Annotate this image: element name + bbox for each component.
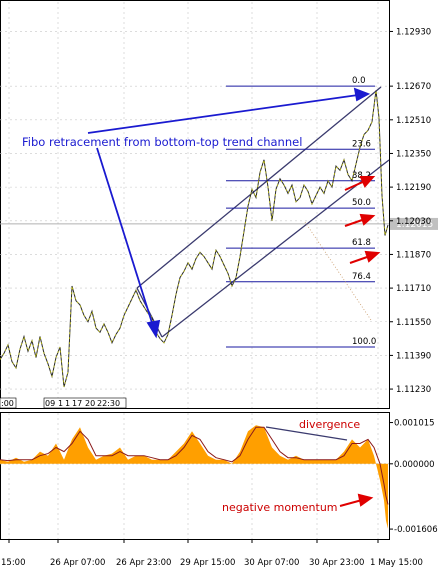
blue-arrow-top-head — [353, 87, 371, 102]
inner-time-label: 20 — [85, 399, 95, 408]
momentum-histogram — [0, 425, 388, 529]
red-arrow-4-line — [339, 499, 363, 507]
blue-arrow-top-line — [87, 94, 359, 134]
red-arrow-3-head — [364, 250, 381, 263]
blue-arrow-bottom-line — [96, 147, 154, 327]
time-tick-label: 1 May 15:00 — [370, 558, 423, 568]
momentum-tick-label: -0.001606 — [394, 525, 438, 535]
price-tick-label: 1.11870 — [396, 250, 431, 260]
price-series-highlight — [0, 90, 389, 388]
price-tick-label: 1.12670 — [396, 82, 431, 92]
fibo-level-label: 38.2 — [352, 171, 371, 181]
inner-time-label: 09 — [45, 399, 55, 408]
price-tick-label: 1.11710 — [396, 284, 431, 294]
price-tick-label: 1.12350 — [396, 149, 431, 159]
momentum-tick-label: 0.001015 — [394, 419, 435, 429]
inner-time-labels: 09 1 1 17 20 22:30 :00 — [0, 397, 127, 409]
price-tick-label: 1.12510 — [396, 116, 431, 126]
negative-momentum-annotation: negative momentum — [222, 501, 338, 514]
fibo-level-label: 61.8 — [352, 238, 371, 248]
divergence-line — [265, 426, 348, 441]
red-arrow-3-line — [349, 255, 371, 264]
time-tick-label: 26 Apr 07:00 — [50, 558, 105, 568]
fibo-level-label: 76.4 — [352, 272, 371, 282]
fibo-level-label: 100.0 — [352, 337, 376, 347]
time-tick-label: 30 Apr 23:00 — [309, 558, 364, 568]
annotation-arrows-red — [339, 176, 381, 507]
annotation-arrows-blue — [87, 87, 371, 339]
time-tick-label: 29 Apr 15:00 — [180, 558, 235, 568]
fibo-level-label: 23.6 — [352, 139, 371, 149]
blue-arrow-bottom-head — [146, 319, 161, 339]
price-tick-label: 1.11390 — [396, 351, 431, 361]
inner-time-label: 17 — [72, 399, 82, 408]
red-arrow-2-head — [359, 213, 376, 226]
momentum-axis-ticks: 0.001015 0.000000 -0.001606 — [389, 419, 438, 535]
time-axis-ticks: 15:00 26 Apr 07:00 26 Apr 23:00 29 Apr 15:0… — [1, 539, 423, 568]
price-tick-label: 1.11550 — [396, 318, 431, 328]
time-tick-label: 15:00 — [1, 558, 26, 568]
price-axis-ticks: 1.12930 1.12670 1.12510 1.12350 1.12190 1.120… — [389, 27, 431, 395]
fibo-level-label: 0.0 — [352, 76, 366, 86]
divergence-annotation: divergence — [299, 418, 360, 431]
momentum-signal-line — [0, 426, 389, 505]
price-tick-label: 1.11230 — [396, 385, 431, 395]
inner-time-label: 1 — [65, 399, 70, 408]
red-arrow-1-head — [359, 176, 376, 188]
red-arrow-4-head — [357, 493, 374, 507]
price-tick-label: 1.12030 — [396, 217, 431, 227]
red-arrow-1-line — [344, 180, 366, 191]
momentum-grid — [8, 413, 379, 539]
momentum-panel-frame — [0, 412, 390, 540]
fibo-annotation: Fibo retracement from bottom-top trend c… — [22, 135, 302, 149]
fibo-level-label: 50.0 — [352, 198, 371, 208]
inner-time-label: :00 — [1, 399, 14, 408]
time-tick-label: 30 Apr 07:00 — [244, 558, 299, 568]
inner-time-label: 1 — [58, 399, 63, 408]
momentum-tick-label: 0.000000 — [394, 460, 435, 470]
red-arrow-2-line — [344, 218, 366, 227]
inner-time-label: 22:30 — [97, 399, 120, 408]
price-tick-label: 1.12930 — [396, 27, 431, 37]
price-tick-label: 1.12190 — [396, 183, 431, 193]
inner-time-label-bg — [0, 397, 17, 409]
fibo-retracement: 0.0 23.6 38.2 50.0 61.8 76.4 100.0 — [226, 76, 376, 348]
inner-time-label-bg — [43, 397, 127, 409]
current-price-box — [390, 217, 438, 230]
price-panel-frame — [0, 0, 390, 409]
time-tick-label: 26 Apr 23:00 — [116, 558, 171, 568]
current-price-label: 1.12015 — [396, 220, 433, 230]
channel-upper-line — [136, 86, 382, 289]
